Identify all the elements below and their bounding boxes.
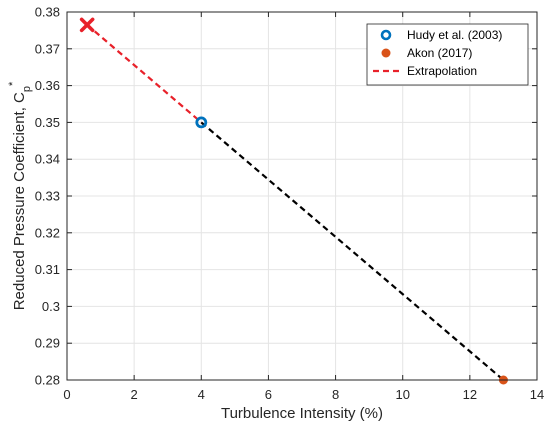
- y-axis-label-main: Reduced Pressure Coefficient, C: [11, 92, 28, 310]
- data-layer: [79, 17, 508, 385]
- legend: Hudy et al. (2003) Akon (2017) Extrapola…: [366, 23, 529, 86]
- y-tick-label: 0.3: [42, 299, 60, 314]
- y-tick-label: 0.34: [35, 152, 60, 167]
- x-tick-label: 2: [131, 387, 138, 402]
- y-axis-label-sup: *: [7, 81, 19, 86]
- ticks: 0 2 4 6 8 10 12 14 0.28 0.29 0.3 0.31 0.32 0.33 0.34 0.…: [35, 5, 545, 403]
- extrapolated-point-marker: [79, 17, 95, 33]
- x-tick-label: 8: [332, 387, 339, 402]
- y-tick-label: 0.33: [35, 189, 60, 204]
- y-tick-label: 0.38: [35, 5, 60, 20]
- hudy-data-point: [195, 116, 208, 129]
- x-tick-label: 0: [63, 387, 70, 402]
- y-tick-label: 0.28: [35, 373, 60, 388]
- x-tick-label: 10: [395, 387, 409, 402]
- x-tick-label: 4: [198, 387, 205, 402]
- legend-marker-akon: [381, 48, 391, 58]
- legend-marker-hudy: [380, 29, 392, 41]
- x-axis-label: Turbulence Intensity (%): [221, 405, 383, 422]
- x-tick-label: 14: [530, 387, 544, 402]
- x-tick-label: 12: [463, 387, 477, 402]
- y-tick-label: 0.35: [35, 115, 60, 130]
- legend-box: [366, 23, 529, 86]
- y-tick-label: 0.37: [35, 41, 60, 56]
- legend-label-akon: Akon (2017): [407, 46, 472, 60]
- y-axis-label-sub: p: [21, 86, 33, 92]
- extrapolation-line: [86, 24, 203, 124]
- extrapolated-point-stroke: [79, 17, 95, 33]
- y-tick-label: 0.36: [35, 78, 60, 93]
- x-tick-label: 6: [265, 387, 272, 402]
- legend-label-extrapolation: Extrapolation: [407, 64, 477, 78]
- legend-label-hudy: Hudy et al. (2003): [407, 28, 502, 42]
- y-axis-label: Reduced Pressure Coefficient, Cp*: [7, 81, 33, 310]
- y-tick-label: 0.32: [35, 225, 60, 240]
- y-tick-label: 0.29: [35, 336, 60, 351]
- fit-line: [200, 121, 505, 381]
- y-tick-label: 0.31: [35, 262, 60, 277]
